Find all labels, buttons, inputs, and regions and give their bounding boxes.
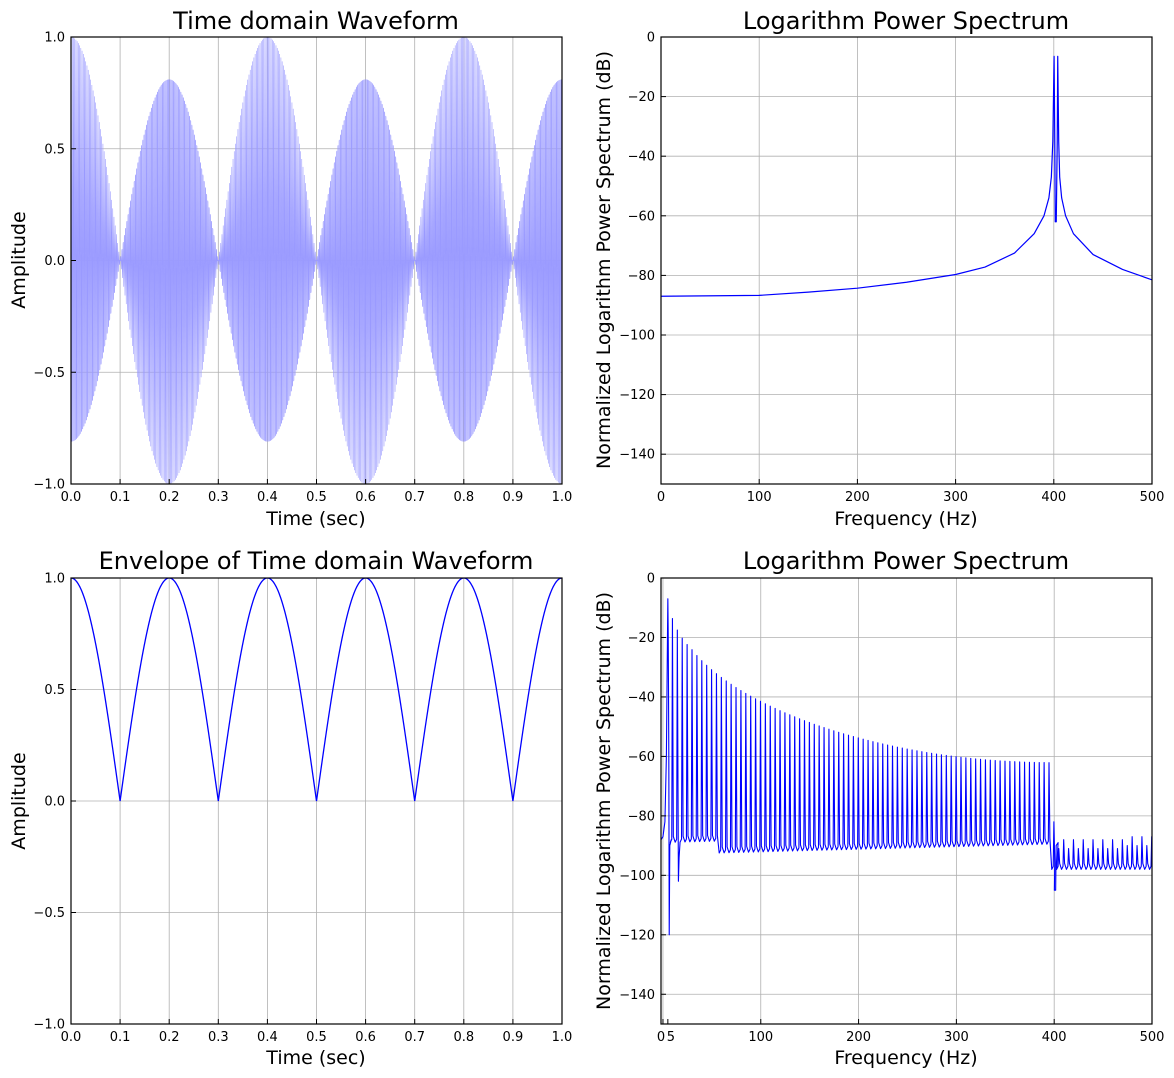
y-tick-label: −60 — [628, 750, 655, 765]
x-tick-label: 0.0 — [61, 1030, 82, 1045]
y-tick-label: 1.0 — [44, 31, 65, 46]
y-tick-label: −60 — [628, 209, 655, 224]
y-tick-label: −140 — [619, 448, 655, 463]
chart-title: Logarithm Power Spectrum — [743, 547, 1069, 575]
x-tick-label: 0.1 — [110, 490, 131, 505]
series-line — [661, 55, 1152, 297]
ticks: 0.0 0.1 0.2 0.3 0.4 0.5 0.6 0.7 0.8 0.9 1.0 −1.0 −0.… — [33, 31, 572, 506]
y-tick-label: −20 — [628, 90, 655, 105]
x-axis-label: Frequency (Hz) — [834, 508, 977, 530]
series-line — [661, 598, 1152, 936]
chart-title: Logarithm Power Spectrum — [743, 7, 1069, 35]
ticks: 0.0 0.1 0.2 0.3 0.4 0.5 0.6 0.7 0.8 0.9 1.0 −1.0 −0.… — [33, 572, 572, 1046]
y-tick-label: 0.5 — [44, 683, 65, 698]
axes-frame — [70, 36, 563, 485]
x-tick-label: 200 — [845, 490, 870, 505]
y-tick-label: −80 — [628, 269, 655, 284]
y-tick-label: −100 — [619, 329, 655, 344]
y-tick-label: −40 — [628, 690, 655, 705]
x-tick-label: 0.8 — [453, 1030, 474, 1045]
x-tick-label: 0.6 — [355, 490, 376, 505]
y-axis-label: Amplitude — [8, 211, 30, 308]
panel-envelope: Envelope of Time domain Waveform Time (s… — [8, 547, 572, 1069]
x-tick-label: 0.3 — [208, 490, 229, 505]
y-tick-label: 0 — [647, 31, 655, 46]
axes-frame — [70, 577, 563, 1025]
ticks: 0 5 100 200 300 400 5000−20−40−60−80−100−120−1… — [619, 572, 1164, 1046]
y-tick-label: −140 — [619, 988, 655, 1003]
y-tick-label: 0.0 — [44, 254, 65, 269]
x-tick-label: 0.5 — [306, 490, 327, 505]
plot-area — [71, 37, 562, 484]
x-axis-label: Time (sec) — [265, 508, 365, 530]
axes-frame — [660, 36, 1153, 485]
y-tick-label: −80 — [628, 809, 655, 824]
x-tick-label: 0.8 — [453, 490, 474, 505]
x-tick-label: 500 — [1140, 490, 1165, 505]
y-axis-label: Amplitude — [8, 752, 30, 849]
x-tick-label: 0.0 — [61, 490, 82, 505]
y-tick-label: −1.0 — [33, 478, 65, 493]
x-tick-label: 0.4 — [257, 490, 278, 505]
x-tick-label: 0.2 — [159, 1030, 180, 1045]
x-tick-label: 0.5 — [306, 1030, 327, 1045]
plot-area — [71, 578, 562, 802]
x-tick-label: 200 — [846, 1030, 871, 1045]
y-tick-label: 0 — [647, 572, 655, 587]
x-tick-label: 300 — [943, 490, 968, 505]
chart-title: Time domain Waveform — [172, 7, 459, 35]
y-tick-label: 0.0 — [44, 795, 65, 810]
x-tick-label: 0.7 — [404, 1030, 425, 1045]
x-tick-label: 0 — [657, 490, 665, 505]
x-tick-label: 0.3 — [208, 1030, 229, 1045]
panel-time-waveform: Time domain Waveform Time (sec) Amplitud… — [8, 7, 572, 530]
x-tick-label: 0.1 — [110, 1030, 131, 1045]
x-tick-label: 0.9 — [503, 490, 524, 505]
series-line — [71, 578, 562, 802]
y-axis-label: Normalized Logarithm Power Spectrum (dB) — [593, 51, 615, 469]
x-tick-label: 500 — [1140, 1030, 1165, 1045]
x-tick-label: 400 — [1041, 490, 1066, 505]
y-tick-label: 0.5 — [44, 142, 65, 157]
x-tick-label: 0.4 — [257, 1030, 278, 1045]
x-tick-label: 300 — [944, 1030, 969, 1045]
y-tick-label: −40 — [628, 150, 655, 165]
panel-log-power-spectrum-2: Logarithm Power Spectrum Frequency (Hz) … — [593, 547, 1164, 1069]
ticks: 0 100 200 300 400 500 0 −20 −40 −60 −80 −100 −120 −14… — [619, 31, 1164, 506]
y-tick-label: −120 — [619, 388, 655, 403]
y-axis-label: Normalized Logarithm Power Spectrum (dB) — [593, 592, 615, 1010]
plot-area — [661, 598, 1152, 936]
x-tick-label: 100 — [747, 490, 772, 505]
x-tick-label: 0.2 — [159, 490, 180, 505]
x-axis-label: Frequency (Hz) — [834, 1047, 977, 1069]
x-tick-label: 100 — [748, 1030, 773, 1045]
x-tick-label: 1.0 — [552, 490, 573, 505]
x-tick-label: 0.7 — [404, 490, 425, 505]
chart-title: Envelope of Time domain Waveform — [99, 547, 534, 575]
plot-area — [661, 55, 1152, 297]
axes-frame — [660, 577, 1153, 1025]
panel-log-power-spectrum-1: Logarithm Power Spectrum Frequency (Hz) … — [593, 7, 1164, 530]
x-tick-label: 5 — [667, 1030, 675, 1045]
x-tick-label: 1.0 — [552, 1030, 573, 1045]
y-tick-label: −100 — [619, 869, 655, 884]
x-axis-label: Time (sec) — [265, 1047, 365, 1069]
grid — [661, 37, 1152, 484]
y-tick-label: −20 — [628, 631, 655, 646]
x-tick-label: 400 — [1042, 1030, 1067, 1045]
series-line — [71, 37, 562, 484]
y-tick-label: −0.5 — [33, 906, 65, 921]
y-tick-label: −0.5 — [33, 366, 65, 381]
y-tick-label: 1.0 — [44, 572, 65, 587]
x-tick-label: 0.9 — [503, 1030, 524, 1045]
x-tick-label: 0.6 — [355, 1030, 376, 1045]
y-tick-label: −1.0 — [33, 1018, 65, 1033]
x-tick-label: 0 — [657, 1030, 665, 1045]
y-tick-label: −120 — [619, 928, 655, 943]
grid — [71, 578, 562, 1024]
